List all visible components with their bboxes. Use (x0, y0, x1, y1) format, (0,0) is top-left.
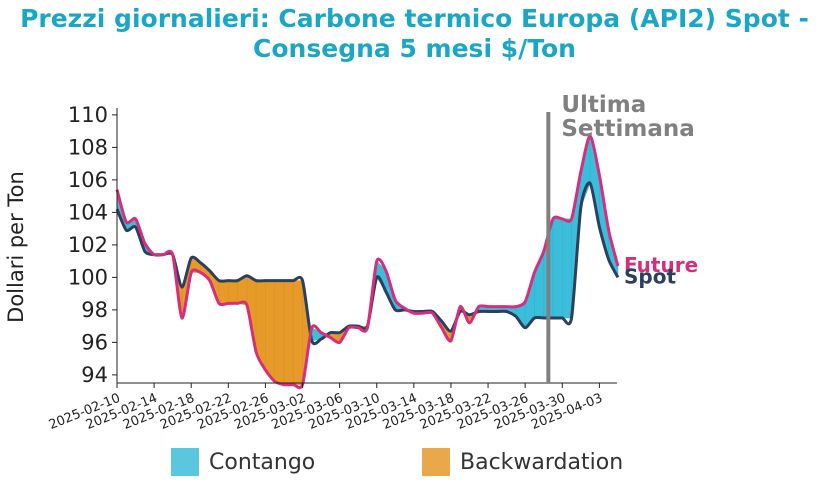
contango-area (561, 218, 572, 319)
backwardation-area (292, 280, 303, 385)
y-tick-label: 106 (68, 168, 108, 192)
backwardation-area (274, 280, 285, 386)
legend-swatch-backwardation (422, 448, 450, 476)
last-week-label: Ultima (561, 92, 646, 118)
y-tick-label: 110 (68, 103, 108, 127)
series-line-layer (115, 134, 620, 390)
y-tick-label: 96 (81, 330, 108, 354)
series-end-label-future: Future (624, 253, 698, 277)
last-week-label: Settimana (561, 116, 694, 142)
contango-area (552, 218, 563, 319)
y-tick-label: 104 (68, 200, 108, 224)
series-line-future (115, 134, 620, 390)
y-tick-label: 108 (68, 135, 108, 159)
chart-title-text: Prezzi giornalieri: Carbone termico Euro… (20, 4, 809, 63)
chart-title: Prezzi giornalieri: Carbone termico Euro… (0, 4, 829, 64)
backwardation-area (265, 280, 275, 383)
y-tick-label: 94 (81, 363, 108, 387)
legend-label-contango: Contango (209, 449, 316, 475)
area-fill-layer (116, 135, 619, 386)
axis-layer: 9496981001021041061081102025-02-102025-0… (47, 103, 617, 433)
legend-label-backwardation: Backwardation (460, 449, 624, 475)
backwardation-area (283, 280, 294, 385)
y-tick-label: 100 (68, 265, 108, 289)
y-axis-title: Dollari per Ton (4, 171, 28, 323)
backwardation-area (228, 280, 238, 304)
series-end-label-spot: Spot (624, 264, 676, 288)
y-tick-label: 98 (81, 298, 108, 322)
y-tick-label: 102 (68, 233, 108, 257)
backwardation-area (218, 280, 229, 304)
legend-contango: Contango (171, 448, 315, 476)
legend-backwardation: Backwardation (422, 448, 623, 476)
legend-swatch-contango (171, 448, 199, 476)
